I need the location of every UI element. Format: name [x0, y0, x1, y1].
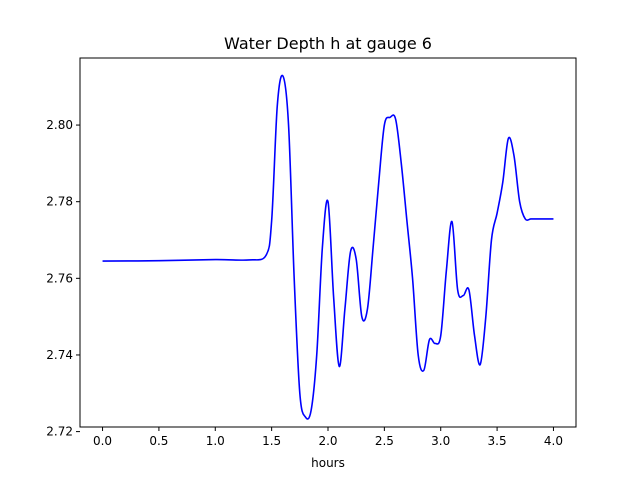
x-tick-label: 1.0 [206, 434, 225, 448]
y-tick-label: 2.74 [46, 348, 73, 362]
y-tick-label: 2.72 [46, 425, 73, 439]
y-tick-label: 2.80 [46, 118, 73, 132]
axes-frame [79, 57, 577, 428]
x-tick-label: 3.0 [431, 434, 450, 448]
y-tick-label: 2.78 [46, 195, 73, 209]
x-tick-label: 4.0 [544, 434, 563, 448]
x-tick-label: 0.0 [93, 434, 112, 448]
x-tick-label: 2.5 [375, 434, 394, 448]
x-tick-label: 2.0 [318, 434, 337, 448]
chart-title: Water Depth h at gauge 6 [224, 34, 432, 53]
x-tick-label: 0.5 [149, 434, 168, 448]
x-axis-ticks: 0.0 0.5 1.0 1.5 2.0 2.5 3.0 3.5 4.0 [93, 427, 563, 448]
series-line [102, 74, 554, 420]
plot-area [102, 74, 554, 420]
y-tick-label: 2.76 [46, 271, 73, 285]
x-tick-label: 1.5 [262, 434, 281, 448]
y-axis-ticks: 2.72 2.74 2.76 2.78 2.80 [46, 118, 80, 439]
x-axis-label: hours [311, 456, 345, 470]
x-tick-label: 3.5 [488, 434, 507, 448]
